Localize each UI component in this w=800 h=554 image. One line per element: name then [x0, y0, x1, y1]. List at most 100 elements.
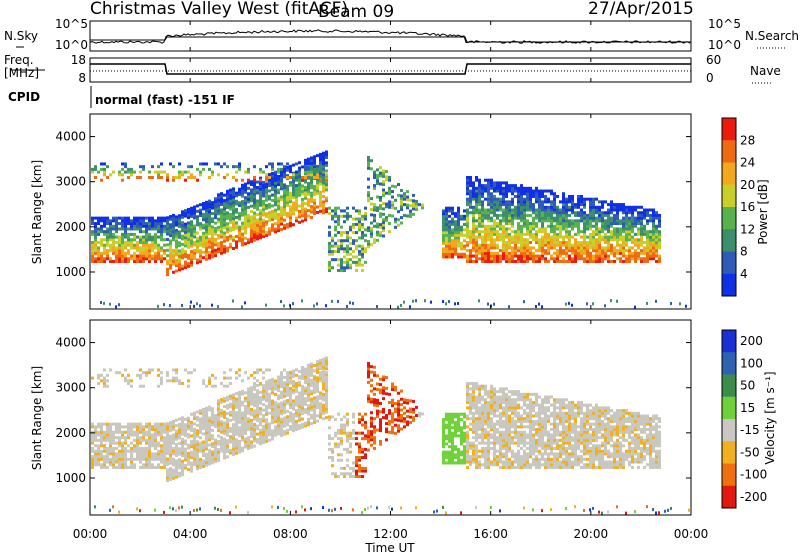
- heatmap-cell: [166, 433, 169, 437]
- heatmap-cell: [604, 246, 607, 250]
- heatmap-cell: [316, 365, 319, 369]
- heatmap-cell: [499, 259, 502, 263]
- heatmap-cell: [166, 248, 169, 252]
- heatmap-cell: [214, 240, 217, 244]
- heatmap-cell: [343, 466, 346, 470]
- heatmap-cell: [535, 305, 537, 309]
- heatmap-cell: [349, 434, 352, 438]
- heatmap-cell: [178, 382, 181, 385]
- heatmap-cell: [100, 455, 103, 459]
- heatmap-cell: [358, 260, 361, 264]
- heatmap-cell: [289, 371, 292, 375]
- heatmap-cell: [370, 197, 373, 201]
- heatmap-cell: [268, 211, 271, 215]
- heatmap-cell: [247, 170, 250, 174]
- colorbar-segment: [722, 273, 736, 297]
- heatmap-cell: [553, 205, 556, 209]
- heatmap-cell: [604, 224, 607, 228]
- heatmap-cell: [259, 190, 262, 194]
- heatmap-cell: [625, 224, 628, 228]
- heatmap-cell: [319, 373, 322, 377]
- heatmap-cell: [169, 429, 172, 433]
- heatmap-cell: [634, 238, 637, 242]
- heatmap-cell: [544, 211, 547, 215]
- heatmap-cell: [541, 192, 544, 196]
- heatmap-cell: [211, 417, 214, 421]
- heatmap-cell: [196, 429, 199, 433]
- heatmap-cell: [523, 205, 526, 209]
- heatmap-cell: [283, 408, 286, 412]
- heatmap-cell: [523, 243, 526, 247]
- heatmap-cell: [253, 238, 256, 242]
- heatmap-cell: [523, 216, 526, 220]
- heatmap-cell: [139, 170, 142, 174]
- heatmap-cell: [193, 304, 195, 308]
- heatmap-cell: [286, 195, 289, 199]
- heatmap-cell: [217, 242, 220, 246]
- heatmap-cell: [382, 201, 385, 205]
- heatmap-cell: [166, 270, 169, 274]
- heatmap-cell: [451, 255, 454, 259]
- heatmap-cell: [238, 233, 241, 237]
- heatmap-cell: [169, 162, 172, 166]
- heatmap-cell: [544, 230, 547, 234]
- heatmap-cell: [361, 252, 364, 256]
- heatmap-cell: [520, 216, 523, 220]
- heatmap-cell: [580, 230, 583, 234]
- heatmap-cell: [445, 217, 448, 221]
- heatmap-cell: [112, 460, 115, 464]
- heatmap-cell: [292, 423, 295, 427]
- heatmap-cell: [340, 428, 343, 432]
- heatmap-cell: [487, 251, 490, 255]
- heatmap-cell: [382, 220, 385, 224]
- nsky-trace: [89, 29, 691, 44]
- heatmap-cell: [502, 241, 505, 244]
- heatmap-cell: [655, 230, 658, 234]
- heatmap-cell: [244, 185, 247, 189]
- heatmap-cell: [616, 232, 619, 236]
- heatmap-cell: [322, 360, 325, 364]
- heatmap-cell: [319, 174, 322, 178]
- heatmap-cell: [304, 191, 307, 195]
- heatmap-cell: [544, 189, 547, 193]
- heatmap-cell: [136, 452, 139, 456]
- heatmap-cell: [586, 219, 589, 223]
- heatmap-cell: [142, 235, 145, 239]
- heatmap-cell: [475, 241, 478, 244]
- heatmap-cell: [568, 222, 571, 226]
- heatmap-cell: [469, 176, 472, 179]
- heatmap-cell: [328, 434, 331, 438]
- heatmap-cell: [220, 230, 223, 234]
- heatmap-cell: [142, 251, 145, 255]
- heatmap-cell: [256, 371, 259, 375]
- heatmap-cell: [304, 161, 307, 165]
- heatmap-cell: [592, 203, 595, 207]
- heatmap-cell: [451, 209, 454, 213]
- heatmap-cell: [478, 189, 481, 193]
- heatmap-cell: [478, 186, 481, 190]
- heatmap-cell: [241, 227, 244, 231]
- heatmap-cell: [277, 196, 280, 200]
- heatmap-cell: [304, 177, 307, 181]
- heatmap-cell: [451, 233, 454, 237]
- heatmap-cell: [196, 231, 199, 235]
- heatmap-cell: [466, 222, 469, 226]
- heatmap-cell: [124, 452, 127, 456]
- heatmap-cell: [115, 441, 118, 445]
- heatmap-cell: [631, 219, 634, 223]
- heatmap-cell: [340, 426, 343, 430]
- heatmap-cell: [130, 241, 133, 244]
- heatmap-cell: [397, 210, 400, 214]
- heatmap-cell: [193, 243, 196, 247]
- heatmap-cell: [139, 384, 142, 388]
- heatmap-cell: [637, 227, 640, 231]
- heatmap-cell: [379, 182, 382, 186]
- heatmap-cell: [268, 438, 271, 442]
- heatmap-cell: [208, 379, 211, 383]
- heatmap-cell: [352, 461, 355, 465]
- heatmap-cell: [223, 204, 226, 208]
- heatmap-cell: [259, 428, 262, 432]
- heatmap-cell: [319, 169, 322, 173]
- heatmap-cell: [490, 246, 493, 250]
- heatmap-cell: [229, 402, 232, 406]
